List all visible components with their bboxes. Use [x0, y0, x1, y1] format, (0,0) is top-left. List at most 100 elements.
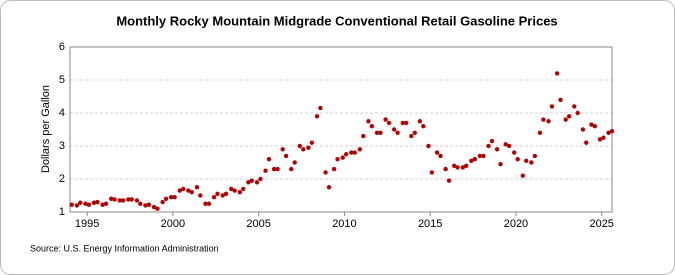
data-point [129, 197, 134, 202]
data-point [246, 180, 251, 185]
data-point [249, 178, 255, 183]
data-point [391, 127, 397, 132]
data-point [609, 128, 615, 134]
data-point [412, 130, 417, 135]
data-point [489, 138, 495, 144]
x-tick-label: 2005 [246, 218, 270, 230]
data-point [177, 188, 182, 193]
data-point [275, 166, 280, 172]
data-point [386, 120, 392, 126]
data-point [155, 206, 160, 211]
data-point [194, 185, 200, 190]
data-point [134, 198, 140, 203]
data-point [472, 157, 477, 162]
chart-title: Monthly Rocky Mountain Midgrade Conventi… [116, 13, 557, 28]
data-point [117, 198, 122, 203]
data-point [266, 157, 272, 162]
data-point [529, 160, 534, 165]
data-point [143, 203, 148, 208]
data-point [331, 166, 337, 172]
x-tick-label: 2010 [332, 218, 356, 230]
data-point [460, 165, 465, 170]
data-point [297, 143, 303, 149]
data-point [421, 124, 426, 129]
data-point [532, 153, 538, 159]
data-point [69, 202, 74, 207]
data-point [481, 153, 486, 159]
data-point [280, 147, 285, 152]
y-tick-label: 5 [59, 74, 65, 86]
data-point [361, 133, 366, 139]
y-tick-label: 6 [59, 41, 65, 53]
data-point [108, 196, 114, 201]
data-point [254, 180, 260, 185]
data-point [74, 203, 80, 208]
data-point [566, 114, 572, 119]
data-point [263, 168, 268, 173]
data-point [292, 160, 297, 165]
data-point [383, 117, 388, 122]
data-point [215, 191, 220, 197]
data-point [126, 197, 131, 202]
data-point [232, 188, 237, 193]
data-point [515, 157, 520, 162]
data-point [597, 137, 603, 142]
data-point [506, 143, 512, 149]
data-point [503, 142, 508, 147]
data-point [309, 140, 315, 145]
data-point [452, 163, 457, 168]
data-point [477, 153, 483, 159]
x-tick-label: 2015 [418, 218, 442, 230]
data-point [318, 105, 323, 111]
data-point [163, 196, 169, 201]
data-point [601, 135, 606, 140]
x-tick-label: 1995 [75, 218, 99, 230]
data-point [220, 193, 225, 198]
data-point [357, 147, 363, 152]
data-point [546, 119, 551, 124]
y-axis-label: Dollars per Gallon [40, 85, 52, 173]
data-point [95, 199, 100, 205]
data-point [241, 186, 246, 192]
data-point [584, 140, 589, 145]
data-point [541, 117, 546, 122]
data-point [572, 104, 577, 109]
data-point [563, 117, 568, 122]
data-point [186, 188, 191, 193]
y-tick-label: 4 [59, 107, 65, 119]
data-point [575, 110, 580, 116]
data-point [306, 145, 311, 150]
source: Source: U.S. Energy Information Administ… [30, 243, 219, 253]
data-point [103, 201, 109, 206]
data-point [589, 122, 594, 127]
data-point [198, 193, 203, 198]
data-point [343, 152, 349, 157]
data-point [138, 201, 143, 206]
data-point [592, 124, 598, 129]
data-point [446, 178, 452, 183]
data-point [340, 155, 345, 160]
data-point [464, 163, 469, 168]
data-point [409, 133, 414, 139]
data-point [403, 120, 409, 126]
data-point [558, 97, 563, 103]
data-point [151, 204, 157, 210]
data-point [189, 190, 194, 195]
data-point [120, 198, 126, 203]
data-point [369, 124, 375, 129]
y-tick-label: 3 [59, 140, 65, 152]
data-point [172, 194, 177, 200]
data-point [400, 120, 405, 126]
data-point [146, 202, 152, 207]
data-point [237, 190, 243, 195]
data-point [524, 158, 529, 164]
data-point [314, 114, 320, 119]
data-point [335, 157, 340, 162]
x-tick-label: 2020 [504, 218, 528, 230]
data-point [443, 166, 448, 172]
data-point [160, 199, 165, 205]
data-point [271, 166, 277, 172]
